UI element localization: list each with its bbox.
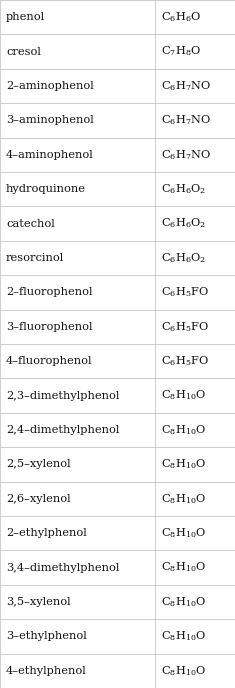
Text: cresol: cresol xyxy=(6,47,41,56)
Text: 2,4–dimethylphenol: 2,4–dimethylphenol xyxy=(6,425,119,435)
Text: $\mathregular{C_6H_6O_2}$: $\mathregular{C_6H_6O_2}$ xyxy=(161,251,206,265)
Text: 3–ethylphenol: 3–ethylphenol xyxy=(6,632,87,641)
Text: $\mathregular{C_8H_{10}O}$: $\mathregular{C_8H_{10}O}$ xyxy=(161,561,206,574)
Text: $\mathregular{C_8H_{10}O}$: $\mathregular{C_8H_{10}O}$ xyxy=(161,492,206,506)
Text: 2–fluorophenol: 2–fluorophenol xyxy=(6,288,93,297)
Text: $\mathregular{C_8H_{10}O}$: $\mathregular{C_8H_{10}O}$ xyxy=(161,664,206,678)
Text: $\mathregular{C_8H_{10}O}$: $\mathregular{C_8H_{10}O}$ xyxy=(161,526,206,540)
Text: 2–ethylphenol: 2–ethylphenol xyxy=(6,528,87,538)
Text: $\mathregular{C_6H_5FO}$: $\mathregular{C_6H_5FO}$ xyxy=(161,320,209,334)
Text: 4–fluorophenol: 4–fluorophenol xyxy=(6,356,93,366)
Text: $\mathregular{C_6H_6O}$: $\mathregular{C_6H_6O}$ xyxy=(161,10,201,24)
Text: 3–fluorophenol: 3–fluorophenol xyxy=(6,322,93,332)
Text: resorcinol: resorcinol xyxy=(6,253,64,263)
Text: $\mathregular{C_8H_{10}O}$: $\mathregular{C_8H_{10}O}$ xyxy=(161,595,206,609)
Text: phenol: phenol xyxy=(6,12,45,22)
Text: 3–aminophenol: 3–aminophenol xyxy=(6,116,94,125)
Text: 2–aminophenol: 2–aminophenol xyxy=(6,81,94,91)
Text: $\mathregular{C_6H_7NO}$: $\mathregular{C_6H_7NO}$ xyxy=(161,79,211,93)
Text: $\mathregular{C_8H_{10}O}$: $\mathregular{C_8H_{10}O}$ xyxy=(161,630,206,643)
Text: $\mathregular{C_6H_5FO}$: $\mathregular{C_6H_5FO}$ xyxy=(161,286,209,299)
Text: $\mathregular{C_6H_7NO}$: $\mathregular{C_6H_7NO}$ xyxy=(161,114,211,127)
Text: $\mathregular{C_8H_{10}O}$: $\mathregular{C_8H_{10}O}$ xyxy=(161,423,206,437)
Text: 3,5–xylenol: 3,5–xylenol xyxy=(6,597,71,607)
Text: 2,5–xylenol: 2,5–xylenol xyxy=(6,460,71,469)
Text: 2,3–dimethylphenol: 2,3–dimethylphenol xyxy=(6,391,119,400)
Text: 4–aminophenol: 4–aminophenol xyxy=(6,150,94,160)
Text: hydroquinone: hydroquinone xyxy=(6,184,86,194)
Text: $\mathregular{C_6H_6O_2}$: $\mathregular{C_6H_6O_2}$ xyxy=(161,217,206,230)
Text: $\mathregular{C_7H_8O}$: $\mathregular{C_7H_8O}$ xyxy=(161,45,201,58)
Text: $\mathregular{C_6H_7NO}$: $\mathregular{C_6H_7NO}$ xyxy=(161,148,211,162)
Text: 2,6–xylenol: 2,6–xylenol xyxy=(6,494,71,504)
Text: $\mathregular{C_8H_{10}O}$: $\mathregular{C_8H_{10}O}$ xyxy=(161,458,206,471)
Text: catechol: catechol xyxy=(6,219,55,228)
Text: $\mathregular{C_6H_5FO}$: $\mathregular{C_6H_5FO}$ xyxy=(161,354,209,368)
Text: $\mathregular{C_6H_6O_2}$: $\mathregular{C_6H_6O_2}$ xyxy=(161,182,206,196)
Text: 3,4–dimethylphenol: 3,4–dimethylphenol xyxy=(6,563,119,572)
Text: $\mathregular{C_8H_{10}O}$: $\mathregular{C_8H_{10}O}$ xyxy=(161,389,206,402)
Text: 4–ethylphenol: 4–ethylphenol xyxy=(6,666,87,676)
